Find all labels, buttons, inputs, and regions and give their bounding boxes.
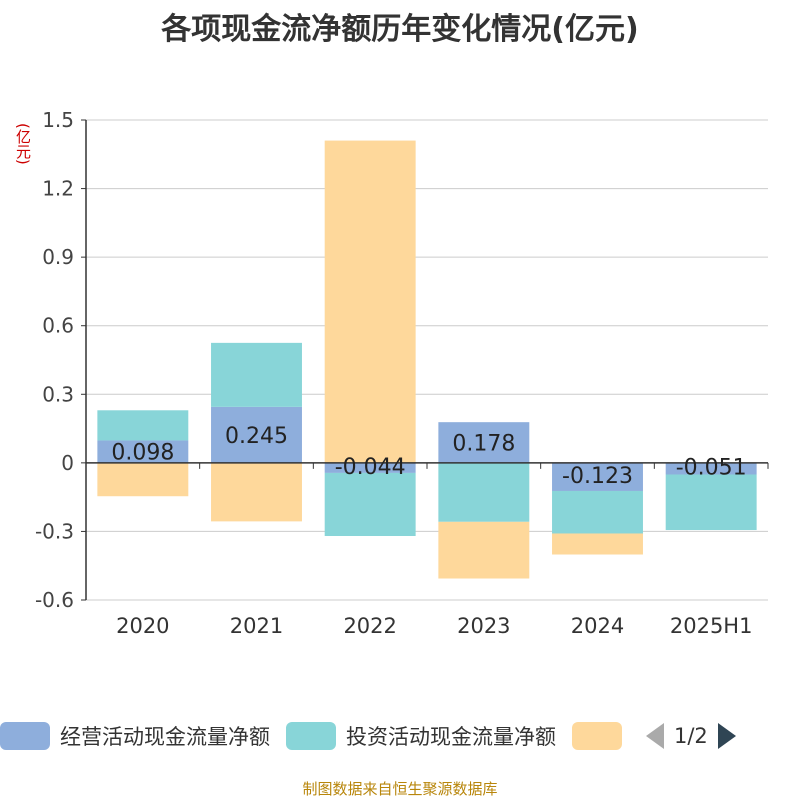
y-tick-label: 0 — [61, 451, 74, 475]
x-tick-label: 2022 — [343, 614, 396, 638]
y-axis-unit-label: (亿元) — [14, 123, 32, 165]
x-tick-label: 2021 — [230, 614, 283, 638]
bar-financing-2024[interactable] — [552, 533, 643, 555]
x-tick-label: 2025H1 — [670, 614, 753, 638]
bar-financing-2022[interactable] — [324, 140, 416, 463]
bar-operating-2024[interactable] — [552, 462, 643, 491]
legend-item-investing[interactable]: 投资活动现金流量净额 — [286, 721, 556, 751]
legend-pager: 1/2 — [646, 723, 736, 749]
bar-investing-2022[interactable] — [324, 472, 416, 536]
bar-investing-2021[interactable] — [211, 342, 302, 407]
bar-investing-2025H1[interactable] — [665, 474, 757, 531]
y-tick-label: 0.9 — [42, 245, 74, 269]
x-tick-label: 2024 — [571, 614, 624, 638]
bar-investing-2024[interactable] — [552, 490, 643, 534]
legend-label-investing: 投资活动现金流量净额 — [346, 725, 556, 749]
legend-page-indicator: 1/2 — [674, 724, 708, 748]
x-tick-label: 2023 — [457, 614, 510, 638]
legend-swatch-financing — [572, 722, 622, 750]
data-label-operating: -0.044 — [335, 455, 406, 480]
y-tick-label: 1.5 — [42, 108, 74, 132]
y-tick-label: 0.6 — [42, 314, 74, 338]
chart-title: 各项现金流净额历年变化情况(亿元) — [161, 12, 639, 47]
bar-operating-2025H1[interactable] — [665, 462, 757, 475]
data-label-operating: 0.245 — [225, 424, 288, 449]
y-tick-label: 0.3 — [42, 382, 74, 406]
legend-item-operating[interactable]: 经营活动现金流量净额 — [0, 721, 270, 751]
bar-operating-2022[interactable] — [324, 462, 416, 473]
bar-investing-2023[interactable] — [438, 462, 530, 522]
bar-operating-2020[interactable] — [97, 440, 189, 463]
legend-swatch-investing — [286, 722, 336, 750]
bar-financing-2021[interactable] — [211, 462, 302, 522]
bar-operating-2023[interactable] — [438, 422, 530, 463]
data-label-operating: 0.098 — [111, 441, 174, 466]
bar-chart: 1.5 1.2 0.9 0.6 0.3 0 -0.3 -0.6 2020 2021 2022 2023… — [35, 108, 769, 638]
y-tick-label: -0.6 — [35, 588, 74, 612]
y-tick-label: -0.3 — [35, 519, 74, 543]
data-label-operating: -0.123 — [562, 464, 633, 489]
bar-operating-2021[interactable] — [211, 406, 302, 463]
legend-item-financing[interactable] — [572, 722, 622, 750]
data-label-operating: 0.178 — [452, 432, 515, 457]
pager-next-icon[interactable] — [717, 723, 736, 749]
source-note: 制图数据来自恒生聚源数据库 — [302, 780, 498, 798]
bar-financing-2020[interactable] — [97, 462, 189, 497]
x-tick-label: 2020 — [116, 614, 169, 638]
bar-investing-2020[interactable] — [97, 410, 189, 441]
chart-legend: 经营活动现金流量净额 投资活动现金流量净额 1/2 — [0, 714, 800, 758]
legend-label-operating: 经营活动现金流量净额 — [60, 725, 270, 749]
data-label-operating: -0.051 — [676, 456, 747, 481]
y-tick-label: 1.2 — [42, 177, 74, 201]
legend-swatch-operating — [0, 722, 50, 750]
pager-prev-icon[interactable] — [646, 723, 664, 749]
bar-financing-2023[interactable] — [438, 521, 530, 579]
